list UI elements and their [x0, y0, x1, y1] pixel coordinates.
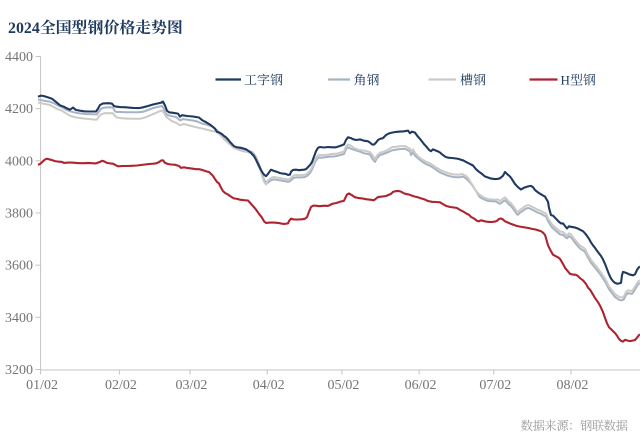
svg-text:2024全国型钢价格走势图: 2024全国型钢价格走势图	[8, 15, 183, 38]
svg-text:槽钢: 槽钢	[460, 70, 486, 89]
svg-text:3800: 3800	[5, 207, 33, 222]
svg-text:4000: 4000	[5, 154, 33, 169]
svg-text:01/02: 01/02	[26, 378, 58, 393]
svg-text:08/02: 08/02	[557, 378, 589, 393]
svg-text:3200: 3200	[5, 363, 33, 378]
svg-text:3600: 3600	[5, 259, 33, 274]
svg-text:4200: 4200	[5, 102, 33, 117]
svg-text:角钢: 角钢	[354, 70, 380, 89]
svg-text:03/02: 03/02	[176, 378, 208, 393]
svg-text:04/02: 04/02	[253, 378, 285, 393]
svg-text:05/02: 05/02	[327, 378, 359, 393]
svg-text:07/02: 07/02	[479, 378, 511, 393]
svg-text:4400: 4400	[5, 50, 33, 65]
svg-text:数据来源：钢联数据: 数据来源：钢联数据	[521, 416, 628, 434]
svg-text:3400: 3400	[5, 311, 33, 326]
svg-text:02/02: 02/02	[105, 378, 137, 393]
svg-text:工字钢: 工字钢	[244, 70, 283, 89]
svg-text:H型钢: H型钢	[561, 70, 596, 89]
svg-text:06/02: 06/02	[405, 378, 437, 393]
